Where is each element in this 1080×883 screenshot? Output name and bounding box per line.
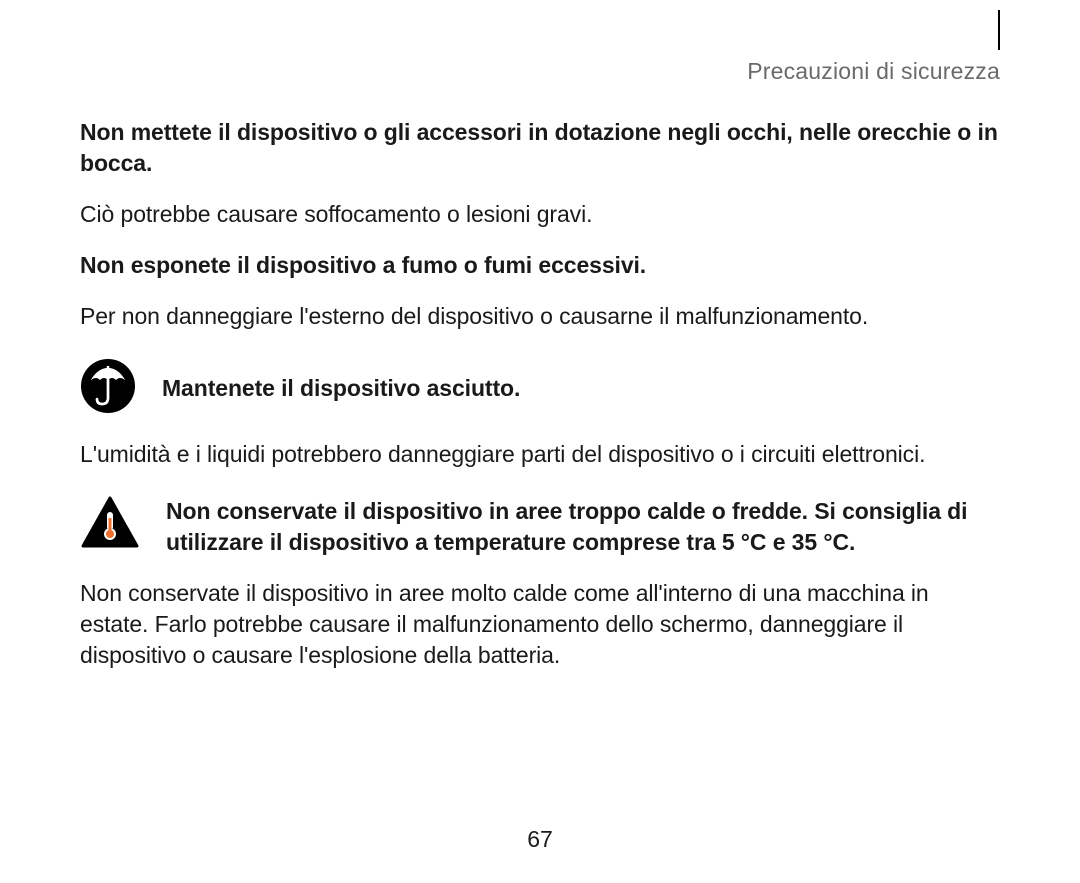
section-2-heading: Non esponete il dispositivo a fumo o fum… (80, 250, 1000, 281)
page-header: Precauzioni di sicurezza (80, 58, 1000, 85)
document-page: Precauzioni di sicurezza Non mettete il … (0, 0, 1080, 883)
section-1-body: Ciò potrebbe causare soffocamento o lesi… (80, 199, 1000, 230)
corner-rule (998, 10, 1000, 50)
section-2-body: Per non danneggiare l'esterno del dispos… (80, 301, 1000, 332)
section-3-heading: Mantenete il dispositivo asciutto. (162, 373, 520, 404)
page-number: 67 (0, 826, 1080, 853)
section-3-row: Mantenete il dispositivo asciutto. (80, 358, 1000, 419)
umbrella-icon (80, 358, 136, 419)
temperature-warning-icon (80, 496, 140, 555)
section-4-body: Non conservate il dispositivo in aree mo… (80, 578, 1000, 671)
section-1-heading: Non mettete il dispositivo o gli accesso… (80, 117, 1000, 179)
section-4-heading: Non conservate il dispositivo in aree tr… (166, 496, 1000, 558)
section-3-body: L'umidità e i liquidi potrebbero dannegg… (80, 439, 1000, 470)
section-4-row: Non conservate il dispositivo in aree tr… (80, 496, 1000, 558)
